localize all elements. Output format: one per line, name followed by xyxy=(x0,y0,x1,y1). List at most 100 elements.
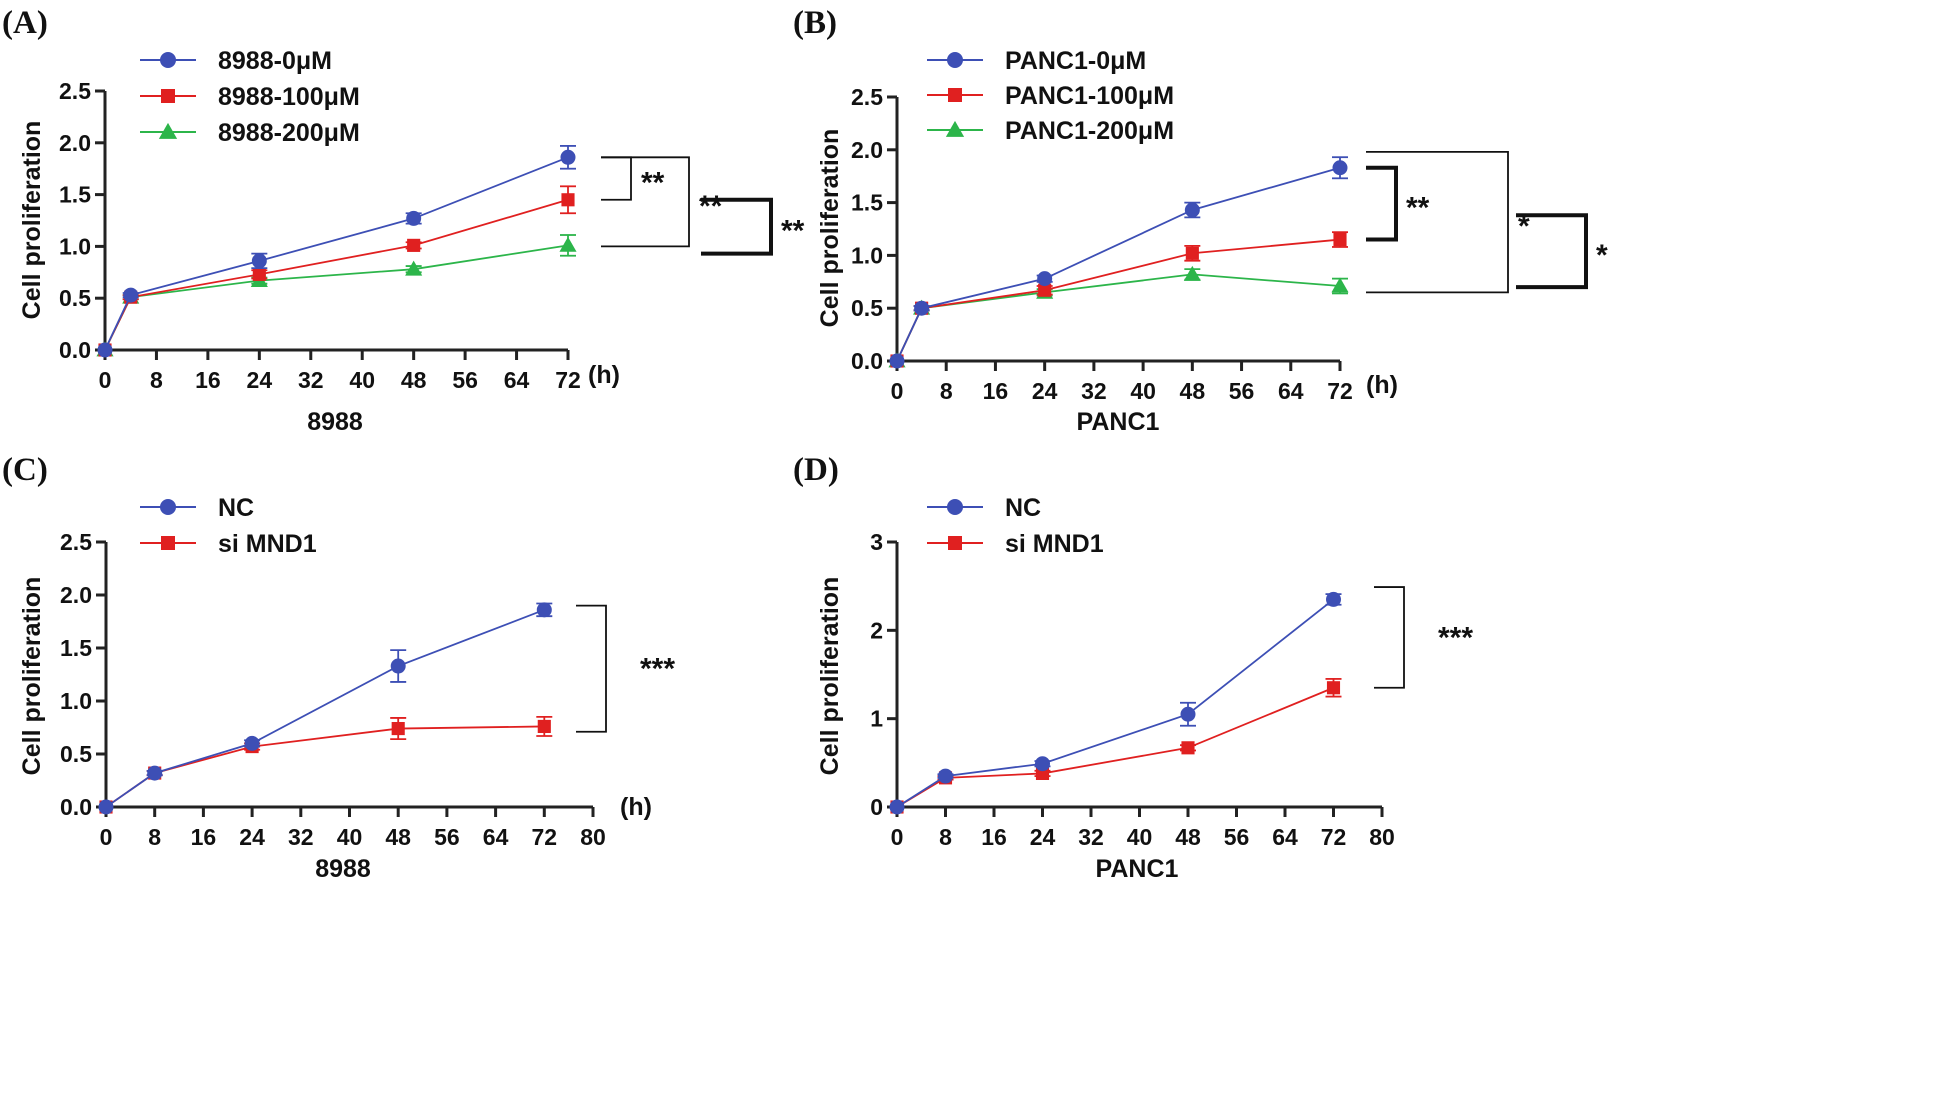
y-tick-label: 1 xyxy=(870,706,883,732)
panel-label: (B) xyxy=(793,5,837,41)
x-tick-label: 56 xyxy=(1229,378,1255,404)
data-point xyxy=(889,353,905,369)
x-tick-label: 0 xyxy=(891,378,904,404)
significance-label: ** xyxy=(641,167,665,200)
x-axis-title: 8988 xyxy=(315,855,371,883)
x-tick-label: 32 xyxy=(1081,378,1107,404)
legend-marker xyxy=(948,88,962,102)
x-tick-label: 8 xyxy=(148,824,161,850)
y-tick-label: 1.0 xyxy=(60,688,92,714)
data-point xyxy=(407,238,421,252)
x-tick-label: 16 xyxy=(191,824,217,850)
x-tick-label: 0 xyxy=(100,824,113,850)
x-tick-label: 40 xyxy=(349,367,375,393)
x-unit-label: (h) xyxy=(620,793,652,821)
x-tick-label: 16 xyxy=(981,824,1007,850)
legend-marker xyxy=(947,499,963,515)
y-tick-label: 1.0 xyxy=(851,242,883,268)
series-si MND1 xyxy=(99,716,553,814)
y-tick-label: 3 xyxy=(870,529,883,555)
series-NC xyxy=(889,591,1342,815)
legend-marker xyxy=(158,122,178,139)
y-tick-label: 0.0 xyxy=(851,348,883,374)
x-unit-label: (h) xyxy=(1366,371,1398,399)
y-tick-label: 2.0 xyxy=(851,137,883,163)
y-tick-label: 2.0 xyxy=(60,582,92,608)
legend-label: PANC1-100μM xyxy=(1005,82,1174,110)
x-tick-label: 56 xyxy=(434,824,460,850)
series-line xyxy=(896,238,1341,362)
series-line xyxy=(104,244,569,351)
y-tick-label: 1.5 xyxy=(60,635,92,661)
data-point xyxy=(97,342,113,358)
y-tick-label: 2 xyxy=(870,617,883,643)
x-tick-label: 72 xyxy=(532,824,558,850)
data-point xyxy=(1333,232,1347,247)
series-NC xyxy=(98,602,553,815)
data-point xyxy=(1326,591,1341,607)
data-point xyxy=(406,210,422,226)
legend-marker xyxy=(161,89,175,103)
y-tick-label: 0.0 xyxy=(60,794,92,820)
significance-label: ** xyxy=(1406,192,1430,225)
legend-marker xyxy=(948,536,962,550)
x-tick-label: 56 xyxy=(1224,824,1250,850)
significance-label: *** xyxy=(1438,621,1473,654)
x-tick-label: 64 xyxy=(1278,378,1304,404)
x-tick-label: 48 xyxy=(1175,824,1201,850)
series-8988-200μM xyxy=(96,234,577,357)
x-axis-title: PANC1 xyxy=(1077,408,1160,436)
series-8988-0μM xyxy=(97,145,576,358)
data-point xyxy=(561,193,575,207)
data-point xyxy=(1331,277,1349,293)
significance-bracket xyxy=(1374,586,1405,689)
panel-label: (D) xyxy=(793,452,839,488)
y-tick-label: 1.5 xyxy=(851,190,883,216)
data-point xyxy=(244,735,260,751)
y-tick-label: 2.5 xyxy=(59,78,91,104)
data-point xyxy=(1326,681,1341,695)
data-point xyxy=(98,799,114,815)
significance-bracket xyxy=(1366,151,1509,294)
significance-label: * xyxy=(1596,239,1608,272)
legend-marker xyxy=(945,120,965,137)
x-tick-label: 8 xyxy=(939,824,952,850)
x-tick-label: 40 xyxy=(1130,378,1156,404)
x-tick-label: 48 xyxy=(1180,378,1206,404)
series-line xyxy=(105,725,545,808)
legend-marker xyxy=(160,52,176,68)
data-point xyxy=(147,765,163,781)
panel-c: (C) 0.0 0.5 1.0 1.5 2.0 2.5 0 8 16 24 32 40 48 56 64 72 8… xyxy=(2,452,675,883)
x-tick-label: 40 xyxy=(337,824,363,850)
data-point xyxy=(1037,271,1053,287)
x-tick-label: 56 xyxy=(452,367,478,393)
series-PANC1-200μM xyxy=(888,265,1349,368)
panel-d: (D) 0 1 2 3 0 8 16 24 32 40 48 56 64 72 80 PANC1 Cell pro… xyxy=(793,452,1473,883)
series-line xyxy=(896,686,1334,808)
series-8988-100μM xyxy=(98,185,576,357)
y-tick-label: 1.0 xyxy=(59,233,91,259)
x-axis-title: 8988 xyxy=(307,408,363,436)
x-tick-label: 64 xyxy=(1272,824,1298,850)
y-tick-label: 1.5 xyxy=(59,182,91,208)
data-point xyxy=(405,260,423,276)
legend-label: PANC1-200μM xyxy=(1005,117,1174,145)
legend-label: PANC1-0μM xyxy=(1005,47,1146,75)
x-tick-label: 32 xyxy=(288,824,314,850)
data-point xyxy=(938,768,953,784)
x-tick-label: 16 xyxy=(195,367,221,393)
significance-label: *** xyxy=(640,653,675,686)
data-point xyxy=(537,719,551,734)
series-line xyxy=(896,598,1335,808)
x-tick-label: 72 xyxy=(1327,378,1353,404)
legend-label: si MND1 xyxy=(1005,530,1104,558)
data-point xyxy=(1181,741,1195,755)
data-point xyxy=(914,300,930,316)
x-tick-label: 24 xyxy=(1030,824,1056,850)
x-axis-title: PANC1 xyxy=(1096,855,1179,883)
data-point xyxy=(251,253,267,269)
legend-marker xyxy=(161,536,175,550)
series-line xyxy=(104,156,569,351)
x-tick-label: 8 xyxy=(940,378,953,404)
